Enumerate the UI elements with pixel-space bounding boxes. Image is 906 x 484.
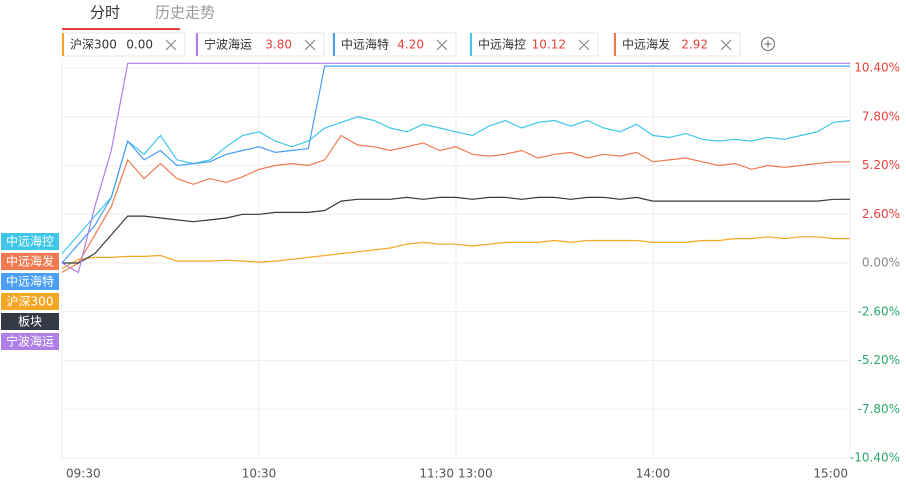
chip-value: 2.92 xyxy=(681,38,708,52)
add-button[interactable] xyxy=(761,37,775,51)
x-tick-label: 13:00 xyxy=(458,467,493,481)
chip-close[interactable] xyxy=(720,39,732,51)
x-tick-label: 11:30 xyxy=(419,467,454,481)
series-tag-label: 宁波海运 xyxy=(6,334,54,349)
chip-color xyxy=(614,33,616,56)
x-tick-label: 14:00 xyxy=(636,467,671,481)
chip-color xyxy=(333,33,335,56)
y-tick-label: 2.60% xyxy=(862,207,900,221)
x-tick-label: 10:30 xyxy=(242,467,277,481)
series-tag xyxy=(1,333,59,350)
series-tag-label: 板块 xyxy=(18,315,42,329)
x-tick-label: 09:30 xyxy=(66,467,101,481)
series-line xyxy=(62,196,850,264)
series-tag-label: 中远海控 xyxy=(6,234,54,249)
chip-name: 沪深300 xyxy=(70,38,117,52)
chip-value: 4.20 xyxy=(397,38,424,52)
chip-close[interactable] xyxy=(304,39,316,51)
series-tag xyxy=(1,293,59,310)
series-line xyxy=(61,62,850,274)
y-tick-label: 5.20% xyxy=(862,158,900,172)
chip-name: 宁波海运 xyxy=(204,37,252,52)
chip-name: 中远海特 xyxy=(341,37,389,52)
y-tick-label: -5.20% xyxy=(858,353,900,367)
chip-close[interactable] xyxy=(578,39,590,51)
series-tag xyxy=(1,253,59,270)
chip-name: 中远海控 xyxy=(478,37,526,52)
chip-value: 0.00 xyxy=(126,38,153,52)
series-tag-label: 中远海发 xyxy=(6,254,54,269)
tab[interactable]: 历史走势 xyxy=(155,4,215,22)
chip-value: 3.80 xyxy=(265,38,292,52)
y-tick-label: -7.80% xyxy=(858,402,900,416)
y-tick-label: 7.80% xyxy=(862,109,900,123)
tab-active[interactable]: 分时 xyxy=(90,4,120,22)
series-line xyxy=(61,134,850,273)
chip-color xyxy=(470,33,472,56)
y-tick-label: 0.00% xyxy=(862,256,900,270)
series-tag xyxy=(1,273,59,290)
add-icon[interactable] xyxy=(761,37,775,51)
series-tag xyxy=(1,233,59,250)
chip-color xyxy=(62,33,64,56)
series-tag-label: 中远海特 xyxy=(6,274,54,289)
chip-close[interactable] xyxy=(165,39,177,51)
chip-name: 中远海发 xyxy=(622,37,670,52)
y-tick-label: -2.60% xyxy=(858,304,900,318)
y-tick-label: 10.40% xyxy=(854,61,900,75)
chip-close[interactable] xyxy=(436,39,448,51)
chip-value: 10.12 xyxy=(532,38,566,52)
x-tick-label: 15:00 xyxy=(813,467,848,481)
series-tag xyxy=(1,313,59,330)
series-line xyxy=(61,236,850,270)
series-tag-label: 沪深300 xyxy=(7,295,54,309)
series-line xyxy=(61,65,850,264)
chip-color xyxy=(196,33,198,56)
y-tick-label: -10.40% xyxy=(850,451,900,465)
